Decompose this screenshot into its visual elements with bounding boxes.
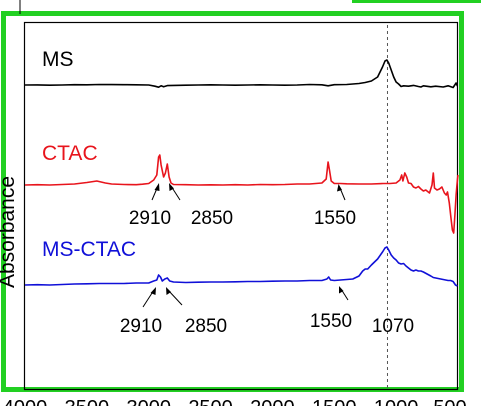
- series-label-ctac: CTAC: [42, 142, 98, 165]
- annotation-ms-ctac-2910: 2910: [120, 287, 162, 337]
- x-tick-label: 3000: [126, 397, 171, 406]
- annotation-ms-ctac-1070: 1070: [372, 316, 414, 337]
- series-line-ctac: [24, 154, 459, 234]
- series-label-ms: MS: [42, 48, 74, 71]
- series-line-ms-ctac: [24, 246, 458, 287]
- annotation-ms-ctac-2850: 2850: [166, 287, 227, 337]
- x-tick-label: 2500: [188, 397, 233, 406]
- annotation-label: 2850: [191, 208, 233, 229]
- annotation-label: 1550: [314, 208, 356, 229]
- x-tick-label: 1000: [374, 397, 419, 406]
- x-tick-label: 4000: [3, 397, 48, 406]
- x-tick-label: 3500: [65, 397, 110, 406]
- x-tick-label: 500: [433, 397, 466, 406]
- series-label-ms-ctac: MS-CTAC: [42, 238, 136, 261]
- annotation-label: 2910: [120, 316, 162, 337]
- series-line-ms: [24, 59, 459, 89]
- x-tick-label: 2000: [250, 397, 295, 406]
- x-axis-ticks: 4000 3500 3000 2500 2000 1500 1000 500: [3, 397, 467, 406]
- annotation-label: 2910: [129, 208, 171, 229]
- annotation-ctac-1550: 1550: [314, 184, 356, 229]
- annotation-ms-ctac-1550: 1550: [310, 286, 352, 332]
- x-tick-label: 1500: [312, 397, 357, 406]
- annotation-ctac-2850: 2850: [169, 183, 233, 229]
- plot-frame: [23, 21, 459, 391]
- annotation-label: 1550: [310, 311, 352, 332]
- annotation-label: 2850: [185, 316, 227, 337]
- annotation-ctac-2910: 2910: [129, 183, 171, 229]
- y-axis-label: Absorbance: [0, 176, 19, 288]
